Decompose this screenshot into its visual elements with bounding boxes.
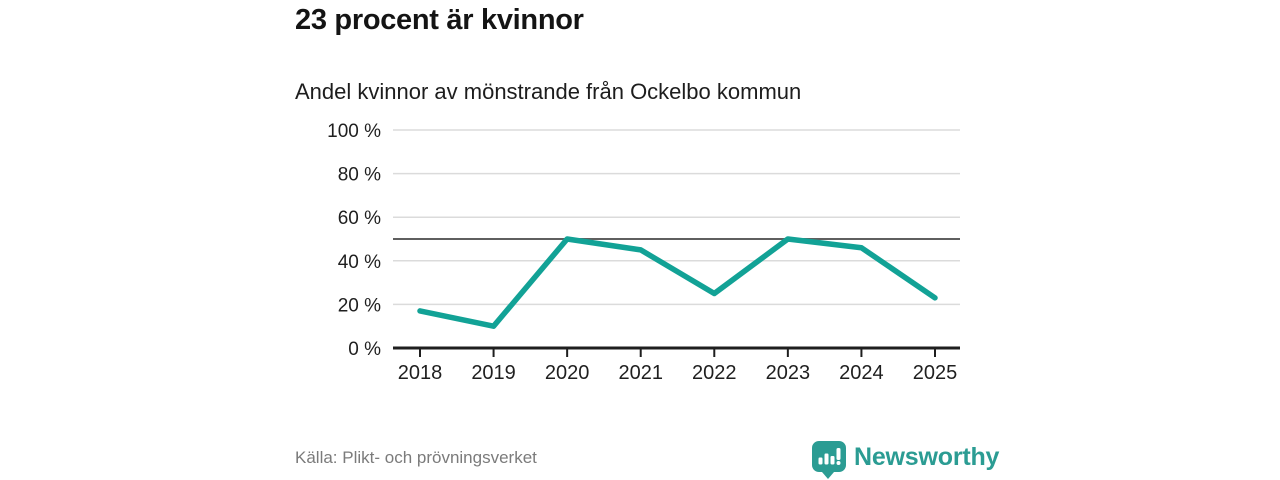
chart-title: 23 procent är kvinnor (295, 4, 584, 36)
chart-subtitle: Andel kvinnor av mönstrande från Ockelbo… (295, 79, 802, 104)
x-axis-tick-label: 2022 (692, 362, 737, 384)
newsworthy-logo-icon (812, 441, 846, 479)
brand-name: Newsworthy (854, 442, 1000, 471)
y-axis-tick-label: 80 % (338, 165, 381, 186)
x-axis-tick-label: 2023 (766, 362, 811, 384)
x-axis-tick-label: 2020 (545, 362, 590, 384)
newsworthy-logo: Newsworthy (812, 441, 999, 479)
x-axis-tick-label: 2019 (471, 362, 516, 384)
y-axis-tick-label: 60 % (338, 208, 381, 229)
y-axis-tick-label: 20 % (338, 295, 381, 316)
y-axis-tick-label: 100 % (327, 121, 381, 142)
x-axis-tick-label: 2024 (839, 362, 884, 384)
y-axis-tick-label: 40 % (338, 252, 381, 273)
data-line-andel-kvinnor (417, 236, 938, 329)
x-axis-tick-label: 2018 (398, 362, 443, 384)
x-axis-tick-label: 2025 (913, 362, 958, 384)
source-note: Källa: Plikt- och prövningsverket (295, 448, 537, 467)
x-axis-tick-label: 2021 (618, 362, 663, 384)
y-axis-tick-label: 0 % (348, 339, 381, 360)
